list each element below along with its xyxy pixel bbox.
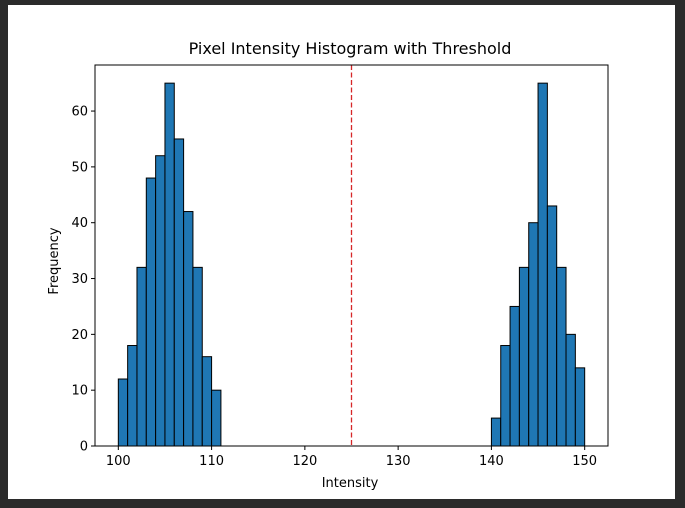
x-axis-label: Intensity	[322, 476, 379, 491]
y-tick-label: 60	[71, 105, 88, 120]
x-tick-label: 150	[572, 454, 597, 469]
x-tick-label: 140	[479, 454, 504, 469]
histogram-bar-9	[201, 356, 213, 447]
histogram-bar-4	[155, 155, 166, 447]
y-tick-label: 30	[71, 272, 88, 287]
figure-canvas: Pixel Intensity Histogram with Threshold…	[8, 5, 675, 499]
y-axis-ticks: 0 10 20 30 40 50 60	[71, 105, 95, 455]
x-axis-ticks: 100 110 120 130 140 150	[106, 446, 597, 469]
histogram-bar-11	[490, 417, 502, 447]
histogram-bar-1	[127, 345, 138, 447]
axes-frame	[94, 64, 609, 447]
histogram-bar-14	[518, 266, 530, 447]
histogram-bar-8	[192, 266, 203, 447]
y-axis-label: Frequency	[47, 227, 62, 294]
histogram-bar-16	[537, 82, 548, 447]
histogram-bars	[117, 82, 586, 447]
histogram-bar-15	[528, 222, 539, 447]
histogram-bar-3	[145, 177, 157, 447]
histogram-bar-12	[500, 345, 511, 447]
x-tick-label: 130	[386, 454, 411, 469]
x-tick-label: 110	[199, 454, 224, 469]
x-tick-label: 120	[292, 454, 317, 469]
y-tick-label: 40	[71, 216, 88, 231]
histogram-bar-19	[565, 333, 576, 447]
histogram-bar-5	[164, 82, 175, 447]
histogram-bar-13	[509, 305, 520, 447]
histogram-bar-7	[183, 211, 194, 447]
histogram-bar-10	[211, 389, 222, 447]
histogram-bar-18	[556, 266, 567, 447]
histogram-bar-6	[173, 138, 185, 447]
histogram-bar-0	[117, 378, 129, 447]
y-tick-label: 0	[80, 440, 88, 455]
histogram-bar-2	[136, 266, 147, 447]
histogram-bar-20	[574, 367, 586, 447]
y-tick-label: 10	[71, 384, 88, 399]
histogram-chart: Pixel Intensity Histogram with Threshold…	[47, 39, 609, 491]
y-tick-label: 20	[71, 328, 88, 343]
x-tick-label: 100	[106, 454, 131, 469]
y-tick-label: 50	[71, 160, 88, 175]
histogram-bar-17	[546, 205, 558, 447]
chart-title: Pixel Intensity Histogram with Threshold	[189, 39, 512, 58]
